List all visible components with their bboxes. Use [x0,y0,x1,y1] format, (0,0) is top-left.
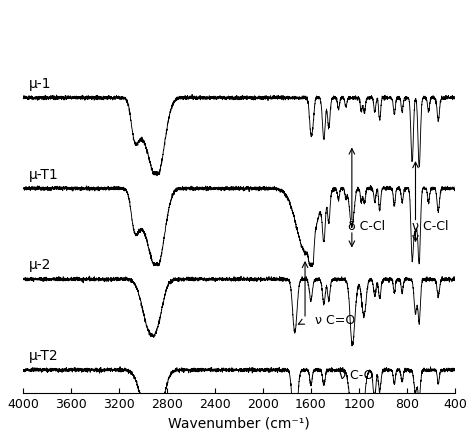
X-axis label: Wavenumber (cm⁻¹): Wavenumber (cm⁻¹) [168,416,310,430]
Text: μ-1: μ-1 [29,77,51,91]
Text: μ-2: μ-2 [29,258,51,272]
Text: ν C-Cl: ν C-Cl [412,220,448,233]
Text: μ-T2: μ-T2 [29,349,58,363]
Text: μ-T1: μ-T1 [29,168,59,182]
Text: ν C-O: ν C-O [338,369,373,382]
Text: ν C=O: ν C=O [315,314,355,327]
Text: δ C-Cl: δ C-Cl [348,220,385,233]
